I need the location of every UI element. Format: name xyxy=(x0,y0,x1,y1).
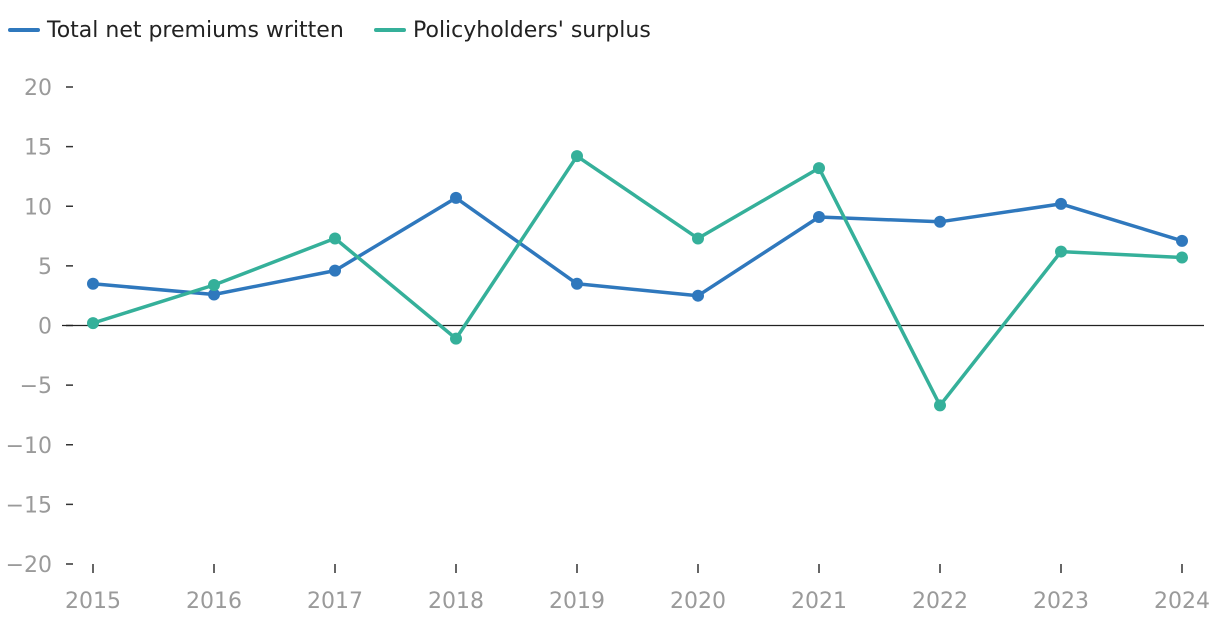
y-tick-label: −20 xyxy=(6,553,52,578)
x-tick-label: 2019 xyxy=(549,589,605,614)
y-tick-label: 5 xyxy=(38,255,52,280)
data-point xyxy=(934,399,946,412)
data-point xyxy=(813,162,825,175)
y-axis: 20 15 10 5 0 −5 −10 −15 −20 xyxy=(6,76,73,578)
series-group xyxy=(87,150,1188,412)
x-tick-label: 2017 xyxy=(307,589,363,614)
x-axis: 2015 2016 2017 2018 2019 2020 2021 2022 2023 2024 xyxy=(65,564,1210,614)
data-point xyxy=(692,289,704,302)
x-tick-label: 2023 xyxy=(1033,589,1089,614)
data-point xyxy=(1055,245,1067,258)
data-point xyxy=(1176,251,1188,264)
y-tick-label: 10 xyxy=(24,195,52,220)
data-point xyxy=(692,232,704,245)
legend-label-0: Total net premiums written xyxy=(46,18,344,43)
legend-label-1: Policyholders' surplus xyxy=(413,18,651,43)
x-tick-label: 2016 xyxy=(186,589,242,614)
series-1 xyxy=(87,150,1188,412)
data-point xyxy=(1176,234,1188,247)
data-point xyxy=(329,232,341,245)
x-tick-label: 2020 xyxy=(670,589,726,614)
y-tick-label: −10 xyxy=(6,434,52,459)
x-tick-label: 2024 xyxy=(1154,589,1210,614)
x-tick-label: 2015 xyxy=(65,589,121,614)
series-0 xyxy=(87,191,1188,302)
data-point xyxy=(450,191,462,204)
series-line-0 xyxy=(91,196,1184,298)
y-tick-label: 20 xyxy=(24,76,52,101)
legend: Total net premiums written Policyholders'… xyxy=(8,18,651,43)
y-tick-label: −5 xyxy=(20,374,52,399)
data-point xyxy=(450,332,462,345)
x-tick-label: 2018 xyxy=(428,589,484,614)
data-point xyxy=(571,150,583,163)
y-tick-label: 15 xyxy=(24,136,52,161)
data-point xyxy=(329,264,341,277)
series-line-1 xyxy=(91,154,1184,408)
y-tick-label: 0 xyxy=(38,315,52,340)
y-tick-label: −15 xyxy=(6,493,52,518)
data-point xyxy=(571,277,583,290)
data-point xyxy=(1055,197,1067,210)
data-point xyxy=(934,215,946,228)
data-point xyxy=(87,317,99,330)
data-point xyxy=(208,278,220,291)
x-tick-label: 2022 xyxy=(912,589,968,614)
x-tick-label: 2021 xyxy=(791,589,847,614)
data-point xyxy=(813,210,825,223)
data-point xyxy=(87,277,99,290)
data-point xyxy=(208,288,220,301)
